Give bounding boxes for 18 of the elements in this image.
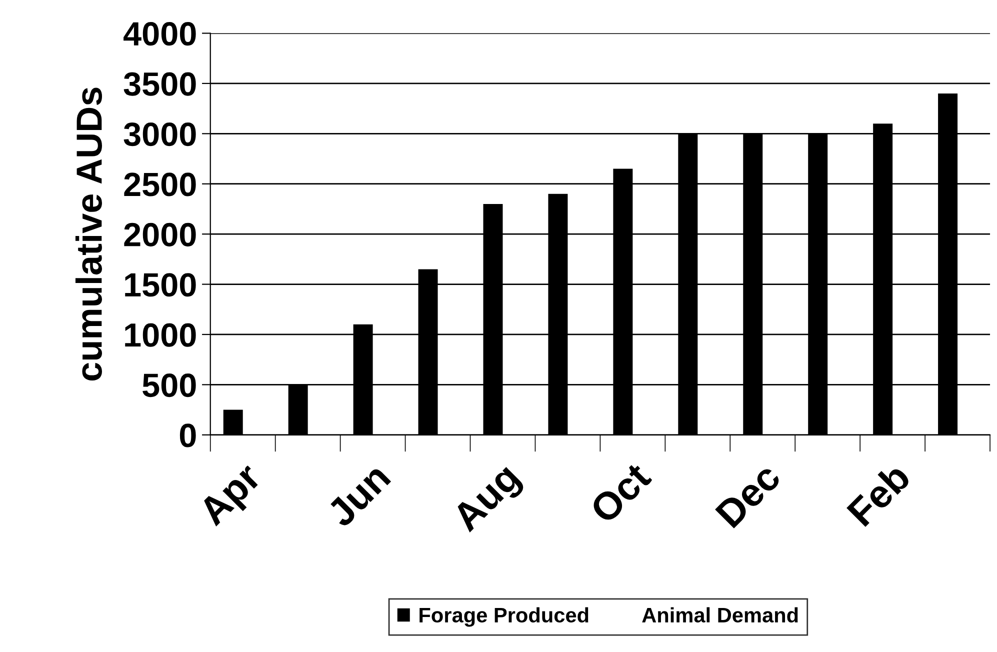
y-tick-label: 3000 (124, 122, 196, 146)
x-tick-label: Aug (450, 462, 527, 538)
y-tick-label: 2500 (124, 172, 196, 196)
y-axis-title: cumulative AUDs (75, 88, 102, 380)
y-tick-label: 2000 (124, 222, 196, 246)
x-tick-label: Feb (846, 461, 912, 528)
y-tick-label: 1500 (125, 273, 196, 297)
x-tick-label: Apr (197, 461, 268, 532)
x-tick-label: Oct (588, 460, 653, 525)
x-tick-label: Dec (715, 462, 782, 529)
y-tick-label: 1000 (125, 323, 196, 347)
y-tick-label: 0 (180, 424, 196, 448)
x-tick-label: Jun (325, 462, 392, 529)
y-tick-label: 4000 (124, 22, 196, 46)
y-tick-label: 3500 (124, 72, 196, 96)
legend-label: Forage Produced (420, 607, 588, 627)
y-tick-label: 500 (142, 373, 196, 398)
text: Animal Demand (642, 607, 798, 623)
